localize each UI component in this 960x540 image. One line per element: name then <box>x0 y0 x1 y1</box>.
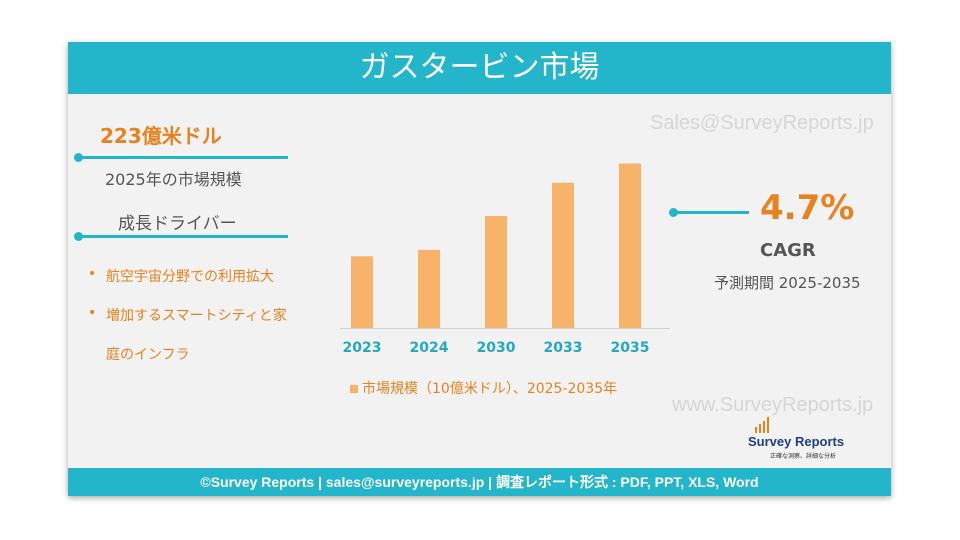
driver-bullet: • <box>88 305 97 321</box>
cagr-label: CAGR <box>760 240 816 261</box>
watermark-email: Sales@SurveyReports.jp <box>650 112 874 134</box>
forecast-period: 予測期間 2025-2035 <box>714 274 861 292</box>
header-bar: ガスタービン市場 <box>68 42 891 94</box>
market-size-label: 2025年の市場規模 <box>105 170 242 189</box>
cagr-value: 4.7% <box>760 188 855 228</box>
bar-chart: 2023 2024 2030 2033 2035 <box>340 163 670 356</box>
driver-item: 航空宇宙分野での利用拡大 <box>106 269 274 285</box>
bar-2033 <box>552 182 574 328</box>
legend-swatch <box>350 385 358 393</box>
driver-item-continued: 庭のインフラ <box>106 347 190 363</box>
x-tick-label: 2023 <box>343 340 382 356</box>
x-tick-label: 2024 <box>410 340 449 356</box>
connector-line <box>78 235 288 238</box>
connector-line <box>78 156 288 159</box>
footer-bar: ©Survey Reports | sales@surveyreports.jp… <box>68 468 891 496</box>
x-tick-label: 2035 <box>611 340 650 356</box>
logo-name: Survey Reports <box>748 434 845 449</box>
driver-bullet: • <box>88 266 97 282</box>
bar-2024 <box>418 249 440 328</box>
x-tick-label: 2033 <box>544 340 583 356</box>
driver-item: 増加するスマートシティと家 <box>106 308 287 324</box>
footer-text: ©Survey Reports | sales@surveyreports.jp… <box>200 474 759 490</box>
drivers-heading: 成長ドライバー <box>118 214 237 234</box>
infographic-card: ガスタービン市場 ©Survey Reports | sales@surveyr… <box>68 42 891 496</box>
page-title: ガスタービン市場 <box>359 50 600 85</box>
chart-legend: 市場規模（10億米ドル）、2025-2035年 <box>350 378 617 398</box>
watermark-url: www.SurveyReports.jp <box>672 394 874 416</box>
bar-2030 <box>485 216 507 328</box>
logo-tagline: 正確な洞察、詳細な分析 <box>770 453 837 460</box>
market-size-value: 223億米ドル <box>100 124 222 148</box>
logo-bars-icon <box>755 417 769 433</box>
bar-2035 <box>619 163 641 328</box>
bar-2023 <box>351 256 373 328</box>
connector-line <box>673 211 749 214</box>
legend-label: 市場規模（10億米ドル）、2025-2035年 <box>362 381 618 397</box>
x-tick-label: 2030 <box>477 340 516 356</box>
